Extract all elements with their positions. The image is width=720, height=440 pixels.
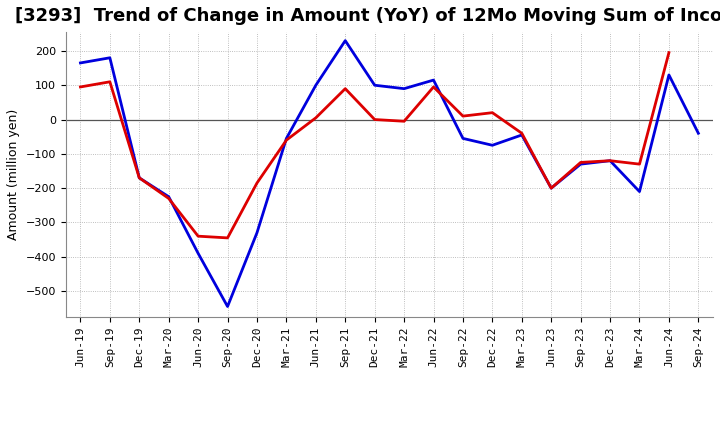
- Ordinary Income: [76, 60, 85, 66]
- Net Income: [194, 234, 202, 239]
- Ordinary Income: [312, 83, 320, 88]
- Y-axis label: Amount (million yen): Amount (million yen): [7, 109, 20, 240]
- Net Income: [635, 161, 644, 167]
- Net Income: [341, 86, 350, 92]
- Ordinary Income: [635, 189, 644, 194]
- Ordinary Income: [665, 72, 673, 77]
- Ordinary Income: [606, 158, 614, 163]
- Net Income: [547, 186, 556, 191]
- Net Income: [370, 117, 379, 122]
- Line: Net Income: Net Income: [81, 53, 669, 238]
- Net Income: [576, 160, 585, 165]
- Net Income: [518, 131, 526, 136]
- Net Income: [135, 175, 143, 180]
- Ordinary Income: [547, 186, 556, 191]
- Ordinary Income: [253, 230, 261, 235]
- Net Income: [312, 115, 320, 121]
- Ordinary Income: [488, 143, 497, 148]
- Net Income: [459, 114, 467, 119]
- Ordinary Income: [370, 83, 379, 88]
- Net Income: [253, 180, 261, 186]
- Ordinary Income: [341, 38, 350, 43]
- Net Income: [76, 84, 85, 90]
- Ordinary Income: [194, 251, 202, 256]
- Ordinary Income: [282, 136, 291, 141]
- Line: Ordinary Income: Ordinary Income: [81, 40, 698, 307]
- Ordinary Income: [429, 77, 438, 83]
- Net Income: [106, 79, 114, 84]
- Ordinary Income: [694, 131, 703, 136]
- Net Income: [606, 158, 614, 163]
- Ordinary Income: [223, 304, 232, 309]
- Title: [3293]  Trend of Change in Amount (YoY) of 12Mo Moving Sum of Incomes: [3293] Trend of Change in Amount (YoY) o…: [15, 7, 720, 25]
- Net Income: [400, 119, 408, 124]
- Ordinary Income: [400, 86, 408, 92]
- Net Income: [223, 235, 232, 241]
- Ordinary Income: [106, 55, 114, 60]
- Net Income: [665, 50, 673, 55]
- Ordinary Income: [459, 136, 467, 141]
- Ordinary Income: [518, 132, 526, 138]
- Ordinary Income: [164, 194, 173, 199]
- Net Income: [282, 137, 291, 143]
- Net Income: [429, 84, 438, 90]
- Net Income: [164, 196, 173, 201]
- Net Income: [488, 110, 497, 115]
- Ordinary Income: [135, 175, 143, 180]
- Ordinary Income: [576, 161, 585, 167]
